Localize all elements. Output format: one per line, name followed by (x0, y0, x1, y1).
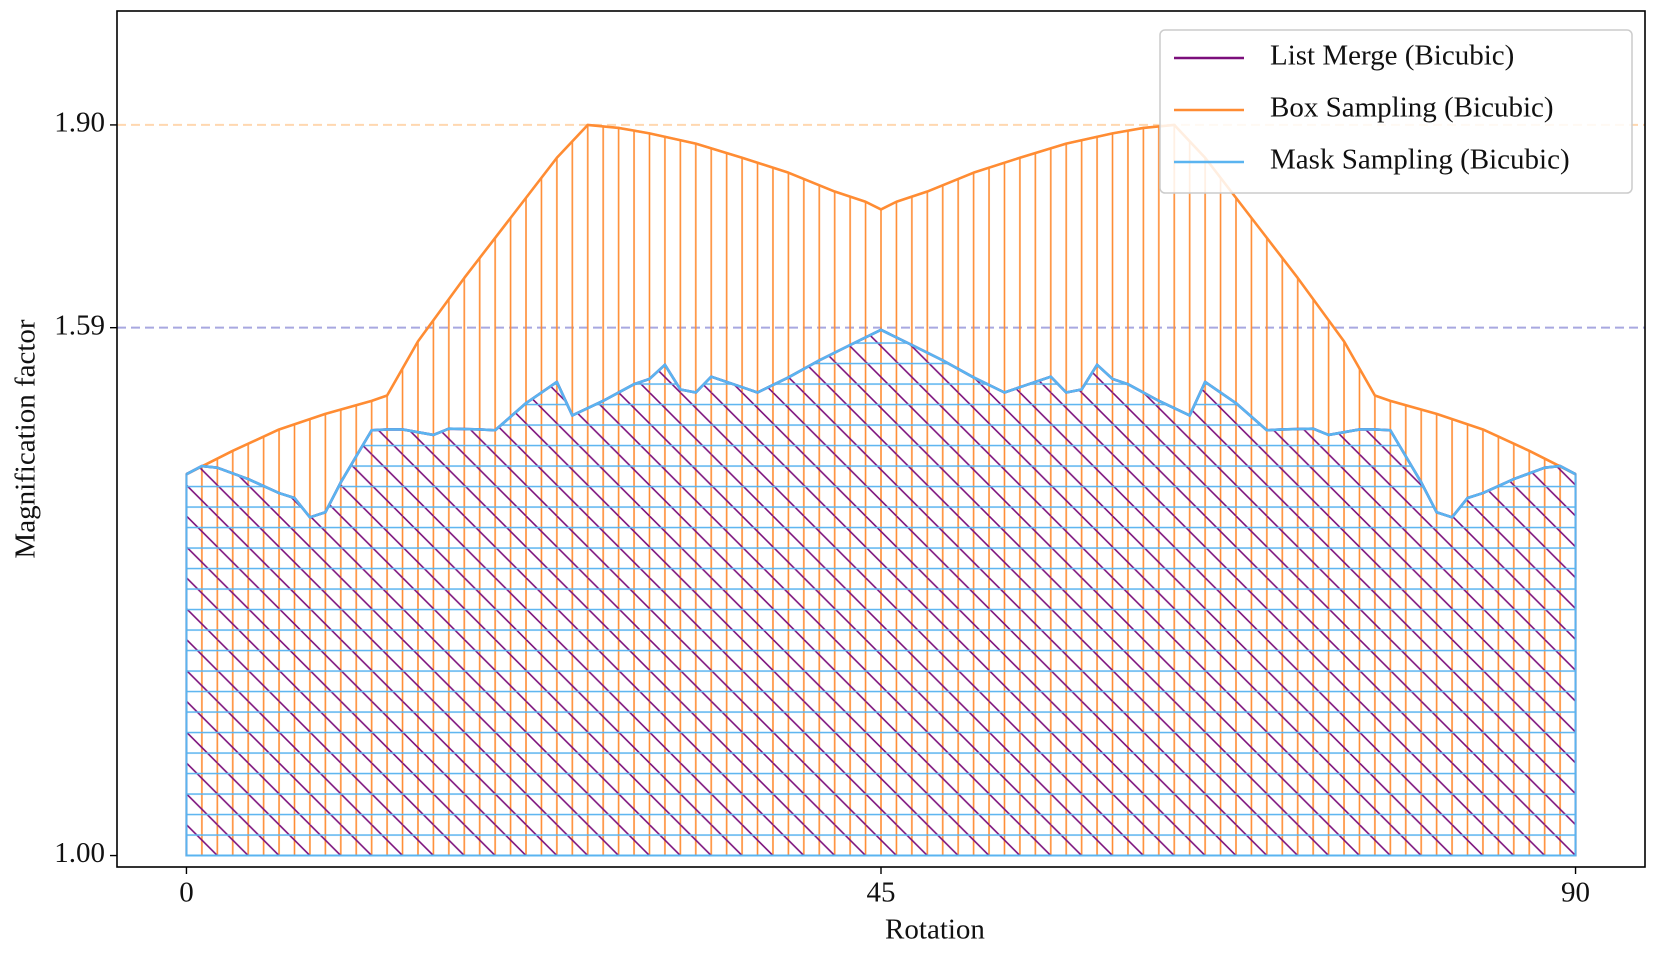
legend-label: List Merge (Bicubic) (1270, 40, 1514, 72)
y-axis-label: Magnification factor (10, 319, 42, 558)
series-line (185, 328, 1577, 519)
x-tick-label: 90 (1561, 877, 1590, 909)
y-tick-label: 1.90 (54, 107, 105, 139)
x-axis-label: Rotation (885, 914, 985, 946)
legend-label: Box Sampling (Bicubic) (1270, 92, 1554, 124)
y-tick-label: 1.59 (54, 309, 105, 341)
legend-label: Mask Sampling (Bicubic) (1270, 144, 1570, 176)
x-tick-label: 0 (179, 877, 194, 909)
series-line (185, 123, 1577, 476)
y-tick-label: 1.00 (54, 837, 105, 869)
x-tick-label: 45 (867, 877, 896, 909)
legend-box (1159, 29, 1633, 194)
